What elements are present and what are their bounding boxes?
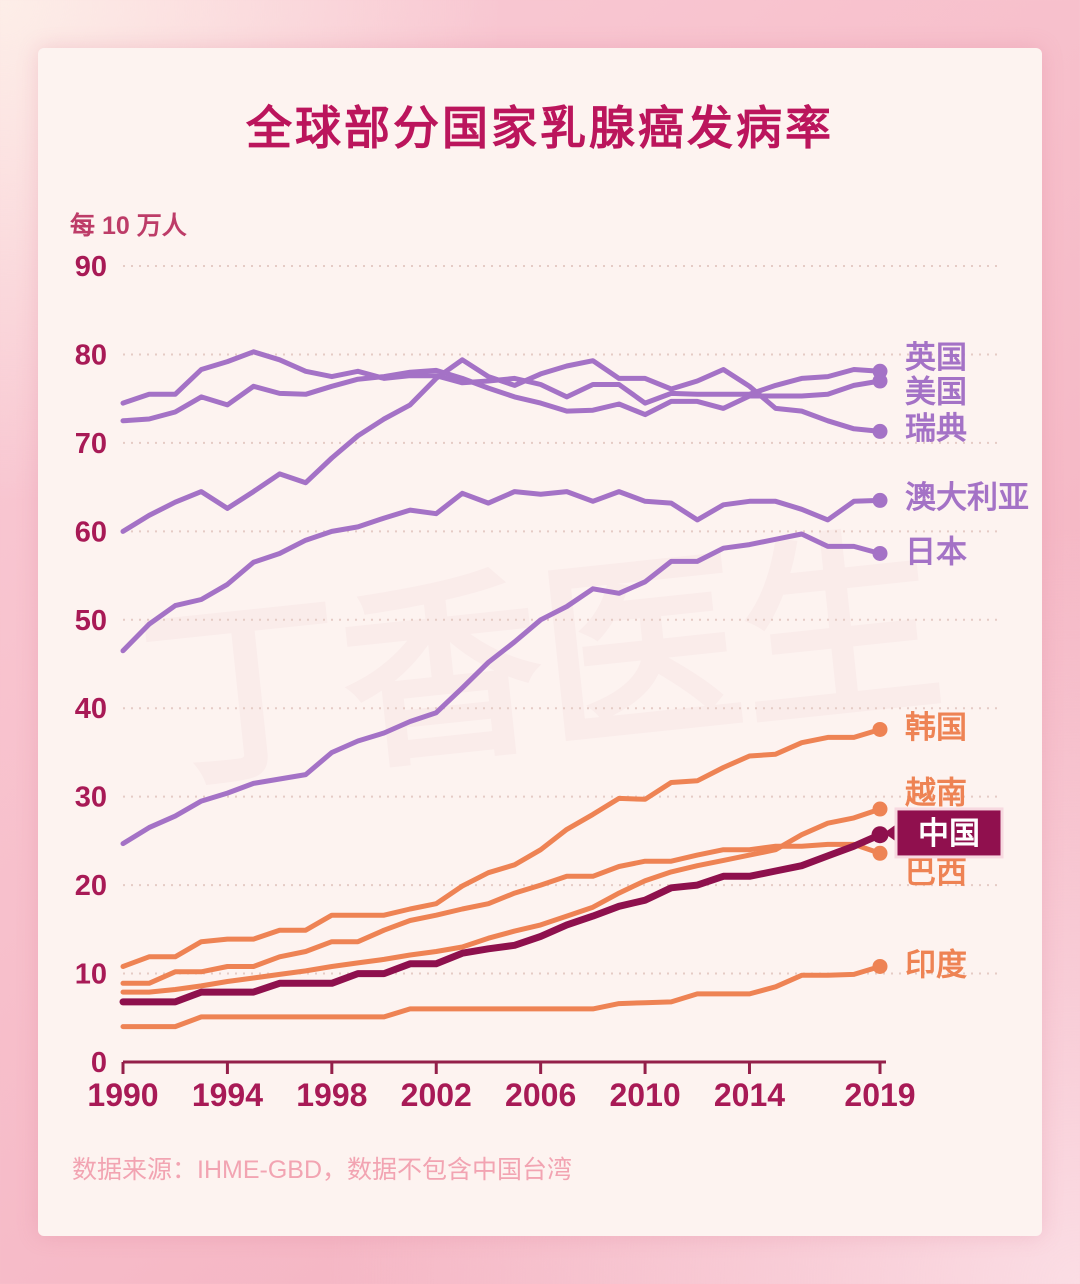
badge-china [894,807,1004,859]
series-label-china: 中国 [918,816,980,851]
x-tick-label-1990: 1990 [87,1077,158,1113]
y-tick-label-80: 80 [75,339,107,371]
series-endpoint-dot-india [872,958,888,974]
y-tick-label-60: 60 [75,516,107,548]
series-label-vietnam: 越南 [905,775,967,810]
y-tick-label-70: 70 [75,428,107,460]
y-tick-label-20: 20 [75,870,107,902]
y-tick-label-50: 50 [75,605,107,637]
x-tick-label-1998: 1998 [296,1077,367,1113]
series-endpoint-dot-usa [872,373,888,389]
series-line-japan [120,531,883,847]
series-label-south-korea: 韩国 [905,710,967,745]
y-tick-label-90: 90 [75,251,107,283]
series-endpoint-dot-australia [872,492,888,508]
series-label-usa: 美国 [905,375,967,410]
y-tick-label-30: 30 [75,782,107,814]
series-endpoint-dot-china [871,826,889,844]
series-label-brazil: 巴西 [905,855,967,890]
series-label-japan: 日本 [905,535,967,570]
series-line-vietnam [120,806,883,995]
series-label-sweden: 瑞典 [905,411,967,446]
series-endpoint-dot-japan [872,545,888,561]
y-axis-unit-label: 每 10 万人 [70,212,187,240]
y-tick-label-10: 10 [75,959,107,991]
series-line-south-korea [120,727,883,969]
series-line-brazil [120,841,883,986]
series-label-uk: 英国 [905,340,967,375]
source-note: 数据来源：IHME-GBD，数据不包含中国台湾 [72,1156,573,1184]
chart-card [38,48,1042,1236]
series-endpoint-dot-vietnam [872,801,888,817]
series-endpoint-dot-sweden [872,423,888,439]
series-line-usa [120,367,883,424]
x-tick-label-2006: 2006 [505,1077,576,1113]
series-label-australia: 澳大利亚 [905,480,1029,515]
x-tick-label-2002: 2002 [401,1077,472,1113]
series-endpoint-dot-brazil [872,845,888,861]
y-tick-label-0: 0 [91,1047,107,1079]
page-title: 全球部分国家乳腺癌发病率 [246,102,834,154]
y-tick-label-40: 40 [75,693,107,725]
series-line-sweden [120,357,883,534]
series-line-china [119,831,884,1006]
series-line-india [120,964,883,1030]
series-endpoint-dot-south-korea [872,721,888,737]
series-label-india: 印度 [905,948,967,983]
x-tick-label-2010: 2010 [609,1077,680,1113]
series-line-australia [120,489,883,654]
x-tick-label-2019: 2019 [844,1077,915,1113]
x-tick-label-1994: 1994 [192,1077,263,1113]
x-tick-label-2014: 2014 [714,1077,785,1113]
